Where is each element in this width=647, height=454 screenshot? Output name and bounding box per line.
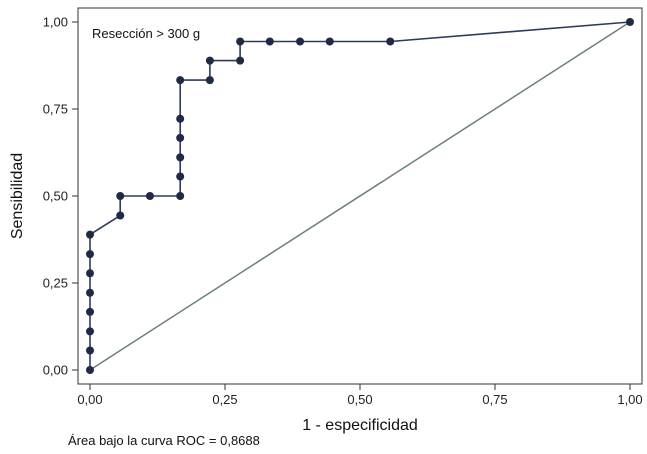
roc-point — [626, 18, 634, 26]
chart-annotation: Resección > 300 g — [92, 26, 200, 41]
roc-point — [176, 153, 185, 162]
x-tick-label: 0,00 — [77, 392, 102, 407]
x-tick-label: 0,75 — [482, 392, 507, 407]
roc-point — [86, 366, 94, 374]
roc-point — [116, 211, 125, 220]
roc-point — [86, 327, 94, 336]
y-tick-label: 0,25 — [43, 276, 68, 291]
x-axis-ticks: 0,00 0,25 0,50 0,75 1,00 — [77, 384, 643, 407]
roc-point — [86, 346, 94, 355]
roc-point — [205, 56, 214, 65]
roc-point — [86, 230, 94, 239]
roc-point — [325, 37, 334, 46]
roc-point — [386, 37, 395, 46]
roc-points — [86, 18, 634, 374]
y-tick-label: 0,50 — [43, 189, 68, 204]
roc-point — [86, 288, 94, 297]
roc-point — [176, 76, 185, 85]
roc-point — [176, 114, 185, 123]
roc-point — [176, 172, 185, 181]
x-tick-label: 0,25 — [212, 392, 237, 407]
roc-point — [176, 133, 185, 142]
roc-point — [205, 76, 214, 85]
roc-point — [176, 192, 185, 200]
x-axis-title: 1 - especificidad — [302, 417, 418, 434]
roc-point — [265, 37, 274, 46]
roc-point — [296, 37, 305, 46]
roc-point — [86, 250, 94, 259]
roc-point — [145, 192, 154, 200]
y-tick-label: 0,75 — [43, 102, 68, 117]
roc-point — [116, 192, 125, 200]
y-tick-label: 1,00 — [43, 15, 68, 30]
y-axis-ticks: 0,00 0,25 0,50 0,75 1,00 — [43, 15, 78, 378]
y-tick-label: 0,00 — [43, 363, 68, 378]
x-tick-label: 1,00 — [617, 392, 642, 407]
y-axis-title: Sensibilidad — [9, 153, 26, 239]
reference-diagonal-line — [89, 21, 631, 371]
roc-point — [86, 307, 94, 316]
x-tick-label: 0,50 — [347, 392, 372, 407]
auc-footer-note: Área bajo la curva ROC = 0,8688 — [68, 433, 260, 448]
roc-point — [236, 37, 245, 46]
roc-point — [236, 56, 245, 65]
plot-area: 0,00 0,25 0,50 0,75 1,00 0,00 0,25 0,50 0,75 1,0… — [43, 7, 643, 407]
roc-point — [86, 269, 94, 278]
